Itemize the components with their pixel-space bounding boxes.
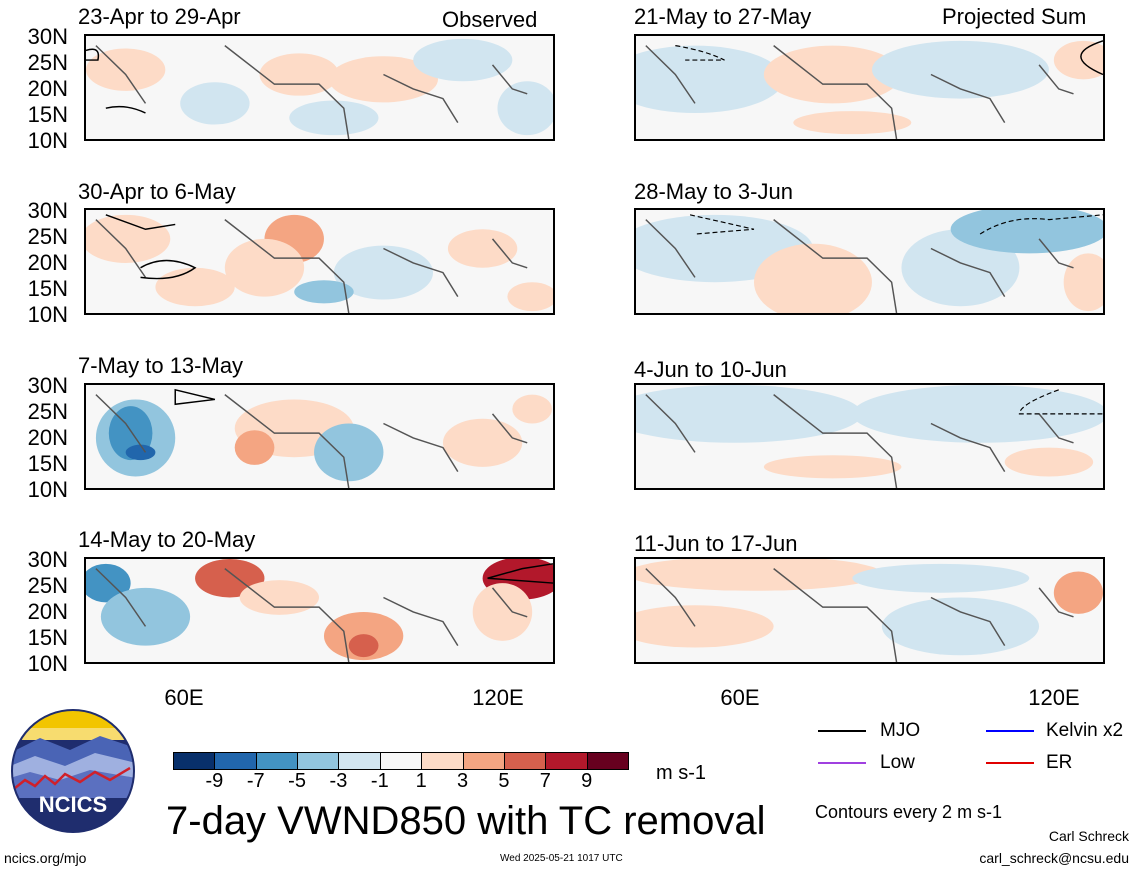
lat-label: 20N [27, 425, 68, 450]
panel-tag: Observed [442, 7, 538, 32]
legend-label: ER [1046, 752, 1073, 773]
lon-label: 120E [1028, 685, 1080, 710]
lat-label: 30N [27, 373, 68, 398]
lon-label: 60E [164, 685, 204, 710]
lat-label: 20N [27, 250, 68, 275]
lat-label: 15N [27, 451, 68, 476]
lat-label: 15N [27, 625, 68, 650]
panel-title: 11-Jun to 17-Jun [634, 531, 798, 556]
colorbar-swatch [297, 752, 340, 770]
lon-label: 120E [472, 685, 524, 710]
lat-label: 25N [27, 573, 68, 598]
panel-title: 7-May to 13-May [78, 353, 244, 378]
panel-title: 30-Apr to 6-May [78, 179, 236, 204]
ncics-logo: NCICS [10, 708, 136, 834]
panel-title: 4-Jun to 10-Jun [634, 357, 787, 382]
legend-label: Kelvin x2 [1046, 720, 1124, 741]
colorbar-swatch [586, 752, 629, 770]
colorbar-swatch [173, 752, 216, 770]
colorbar-label: -3 [329, 770, 348, 792]
colorbar-label: -1 [370, 770, 389, 792]
lat-label: 20N [27, 599, 68, 624]
lat-label: 15N [27, 276, 68, 301]
colorbar-label: -9 [205, 770, 224, 792]
logo-text: NCICS [39, 792, 107, 817]
lat-label: 10N [27, 302, 68, 327]
legend-swatch-low [818, 762, 866, 764]
lat-label: 10N [27, 477, 68, 502]
lat-label: 30N [27, 547, 68, 572]
colorbar-swatch [545, 752, 588, 770]
map-panel [84, 208, 555, 315]
footer-url: ncics.org/mjo [4, 850, 87, 866]
contour-note: Contours every 2 m s-1 [815, 802, 1003, 822]
colorbar-swatch [421, 752, 464, 770]
lat-label: 20N [27, 76, 68, 101]
map-panel [84, 557, 555, 664]
colorbar-label: 1 [415, 770, 427, 792]
panel-title: 28-May to 3-Jun [634, 179, 793, 204]
legend-label: Low [880, 752, 915, 773]
colorbar-swatch [379, 752, 423, 770]
map-panel [634, 557, 1105, 664]
colorbar-swatch [462, 752, 505, 770]
colorbar-swatch [255, 752, 299, 770]
colorbar-units: m s-1 [656, 762, 706, 784]
colorbar-label: 7 [539, 770, 551, 792]
colorbar-label: 3 [456, 770, 469, 792]
colorbar-label: 9 [581, 770, 593, 792]
main-title: 7-day VWND850 with TC removal [166, 799, 766, 843]
panel-tag: Projected Sum [942, 4, 1087, 29]
map-panel [634, 383, 1105, 490]
legend-swatch-kelvin [986, 730, 1034, 732]
colorbar-label: 5 [498, 770, 510, 792]
colorbar-labels: -9 -7 -5 -3 -1 1 3 5 7 9 [173, 770, 628, 796]
colorbar-boxes [173, 752, 629, 770]
map-panel [84, 383, 555, 490]
legend-label: MJO [880, 720, 921, 741]
lat-label: 15N [27, 102, 68, 127]
colorbar-label: -7 [246, 770, 265, 792]
lat-label: 10N [27, 651, 68, 676]
lat-label: 25N [27, 224, 68, 249]
lat-label: 10N [27, 128, 68, 153]
footer-timestamp: Wed 2025-05-21 1017 UTC [500, 853, 623, 864]
map-panel [634, 208, 1105, 315]
lat-label: 25N [27, 50, 68, 75]
footer-author: Carl Schreck [1048, 828, 1129, 844]
colorbar-swatch [338, 752, 381, 770]
panel-title: 23-Apr to 29-Apr [78, 4, 241, 29]
lat-label: 30N [27, 198, 68, 223]
colorbar: -9 -7 -5 -3 -1 1 3 5 7 9 [173, 752, 629, 797]
legend-swatch-mjo [818, 730, 866, 732]
lon-label: 60E [720, 685, 760, 710]
lat-label: 30N [27, 24, 68, 49]
panel-title: 21-May to 27-May [634, 4, 812, 29]
map-panel [84, 34, 555, 141]
map-panel [634, 34, 1105, 141]
panel-title: 14-May to 20-May [78, 527, 256, 552]
footer-email: carl_schreck@ncsu.edu [979, 850, 1129, 866]
colorbar-label: -5 [288, 770, 306, 792]
colorbar-swatch [214, 752, 257, 770]
lat-label: 25N [27, 399, 68, 424]
legend-swatch-er [986, 762, 1034, 764]
colorbar-swatch [503, 752, 547, 770]
